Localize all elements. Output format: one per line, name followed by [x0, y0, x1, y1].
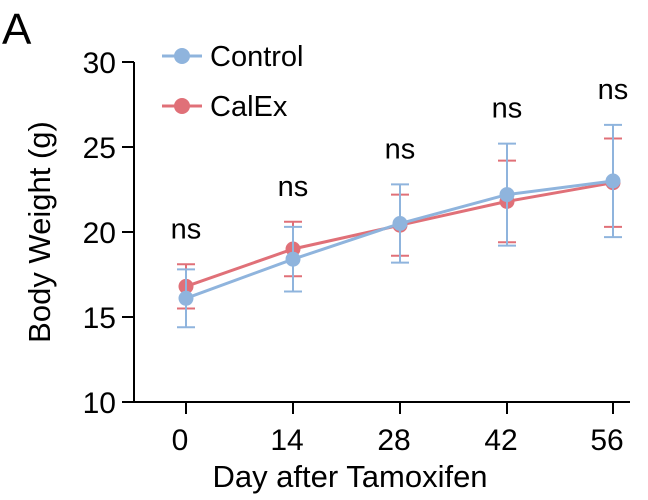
y-tick-label: 25: [83, 132, 116, 165]
x-tick-label: 42: [484, 424, 517, 457]
data-point: [392, 216, 408, 231]
x-axis-title: Day after Tamoxifen: [212, 459, 487, 494]
significance-label: ns: [598, 74, 629, 106]
data-point: [285, 251, 301, 267]
legend-item-calex: CalEx: [162, 91, 288, 123]
y-ticks: 10 15 20 25 30: [83, 47, 134, 420]
legend-label: CalEx: [210, 91, 288, 123]
x-ticks: 0 14 28 42 56: [172, 402, 624, 457]
significance-label: ns: [278, 171, 309, 203]
data-point: [499, 187, 515, 203]
annotation-layer: ns ns ns ns ns: [171, 74, 629, 245]
legend-label: Control: [210, 41, 304, 73]
y-axis-title: Body Weight (g): [22, 121, 57, 343]
x-tick-label: 56: [590, 424, 623, 457]
x-tick-label: 28: [377, 424, 410, 457]
series-layer: [177, 123, 622, 329]
panel-label: A: [2, 5, 32, 54]
significance-label: ns: [171, 213, 202, 245]
y-tick-label: 20: [83, 217, 116, 250]
y-tick-label: 15: [83, 302, 116, 335]
data-point: [605, 173, 621, 189]
data-point: [178, 290, 194, 306]
series-control: [177, 123, 622, 329]
significance-label: ns: [385, 133, 416, 165]
y-tick-label: 30: [83, 47, 116, 80]
legend-marker: [174, 48, 190, 64]
significance-label: ns: [492, 93, 523, 125]
legend: Control CalEx: [162, 41, 304, 123]
axes: [133, 62, 630, 403]
y-tick-label: 10: [83, 387, 116, 420]
x-tick-label: 0: [172, 424, 189, 457]
legend-marker: [174, 98, 190, 114]
legend-item-control: Control: [162, 41, 304, 73]
x-tick-label: 14: [270, 424, 303, 457]
